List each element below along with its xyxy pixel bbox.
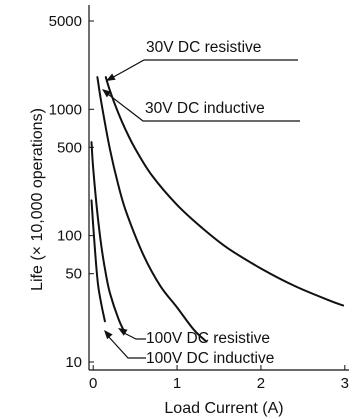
leader-line-30v-dc-inductive [103,90,300,122]
arrowhead-100v-dc-inductive [104,330,113,340]
arrowhead-30v-dc-resistive [106,73,116,81]
series-line-100v-dc-inductive [90,199,106,323]
annotation-100v-dc-resistive: 100V DC resistive [146,330,270,347]
x-tick-label: 2 [257,375,265,392]
annotation-30v-dc-inductive: 30V DC inductive [145,100,265,117]
x-tick-label: 0 [89,375,97,392]
y-tick-label: 10 [65,354,82,371]
series-line-30v-dc-resistive [104,76,345,307]
annotation-group: 30V DC resistive 30V DC inductive 100V DC … [102,39,300,367]
series-group [90,76,345,343]
annotation-100v-dc-inductive: 100V DC inductive [146,350,274,367]
series-line-100v-dc-resistive [90,141,126,333]
leader-line-100v-dc-inductive [107,335,146,359]
x-tick-label: 3 [341,375,349,392]
y-tick-label: 100 [57,228,82,245]
y-tick-label: 50 [65,266,82,283]
leader-line-30v-dc-resistive [107,59,298,81]
series-line-30v-dc-inductive [96,76,208,343]
annotation-30v-dc-resistive: 30V DC resistive [146,39,261,56]
axes [88,5,349,371]
y-tick-label: 1000 [49,101,82,118]
arrowhead-30v-dc-inductive [102,89,112,98]
leader-line-100v-dc-resistive [123,332,146,340]
y-tick-label: 500 [57,139,82,156]
y-tick-label: 5000 [49,13,82,30]
x-tick-label: 1 [173,375,181,392]
y-axis-label: Life (× 10,000 operations) [29,108,46,291]
x-axis-label: Load Current (A) [164,400,283,417]
tick-group: 10 50 100 500 1000 5000 0 1 2 3 [49,13,349,392]
arrowhead-100v-dc-resistive [118,328,128,336]
